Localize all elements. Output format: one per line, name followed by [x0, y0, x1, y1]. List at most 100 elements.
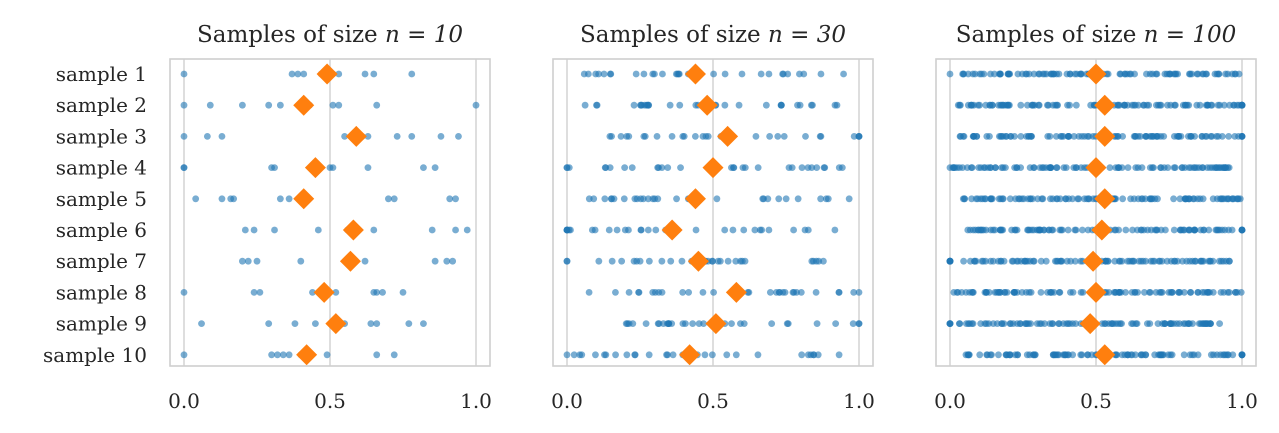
sample-point [449, 257, 457, 265]
sample-point [623, 351, 631, 359]
sample-point [1130, 257, 1138, 265]
x-tick-label: 0.5 [1080, 389, 1112, 413]
sample-point [1037, 257, 1045, 265]
sample-point [855, 133, 863, 140]
sample-point [636, 257, 644, 265]
sample-point [1200, 226, 1208, 234]
sample-point [781, 289, 789, 296]
sample-point [276, 195, 284, 203]
sample-point [668, 320, 676, 327]
sample-point [285, 351, 293, 359]
sample-point [1189, 320, 1196, 327]
sample-point [641, 133, 649, 140]
sample-point [1056, 289, 1064, 296]
sample-point [637, 226, 645, 234]
sample-point [765, 70, 773, 78]
sample-point [584, 70, 592, 78]
sample-point [420, 164, 427, 172]
sample-point [431, 164, 439, 172]
sample-point [405, 320, 413, 327]
sample-mean-marker [687, 250, 709, 272]
sample-point [988, 101, 996, 109]
sample-point [845, 195, 853, 203]
sample-point [1006, 101, 1013, 109]
sample-point [1209, 257, 1217, 265]
sample-point [654, 195, 662, 203]
sample-point [999, 195, 1007, 203]
sample-point [976, 101, 983, 109]
sample-point [364, 164, 372, 172]
sample-point [1049, 320, 1057, 327]
sample-point [798, 164, 806, 172]
y-tick-label: sample 2 [56, 93, 147, 117]
sample-point [1049, 226, 1057, 234]
sample-point [332, 289, 340, 296]
sample-point [965, 351, 973, 359]
sample-point [1070, 133, 1078, 140]
sample-point [1017, 164, 1025, 172]
sample-point [658, 164, 666, 172]
sample-point [1191, 133, 1199, 140]
sample-point [1072, 101, 1080, 109]
sample-point [1029, 195, 1036, 203]
sample-point [408, 133, 416, 140]
sample-point [794, 195, 802, 203]
sample-point [758, 226, 766, 234]
sample-point [1073, 164, 1080, 172]
sample-point [708, 351, 716, 359]
sample-mean-marker [705, 313, 727, 335]
sample-point [452, 195, 459, 203]
sample-mean-marker [702, 157, 724, 179]
sample-point [367, 320, 375, 327]
panel-3: Samples of size n = 100 0.0 0.5 1.0 [934, 22, 1258, 413]
sample-point [1157, 101, 1165, 109]
sample-point [645, 351, 653, 359]
sample-point [600, 70, 608, 78]
sample-point [808, 164, 816, 172]
sample-point [797, 289, 805, 296]
sample-point [1003, 289, 1011, 296]
sample-point [1133, 320, 1141, 327]
sample-point [1017, 133, 1025, 140]
sample-point [291, 320, 299, 327]
sample-point [784, 320, 792, 327]
sample-point [1013, 226, 1021, 234]
sample-point [437, 133, 445, 140]
sample-point [408, 70, 416, 78]
sample-point [961, 195, 969, 203]
sample-point [669, 351, 677, 359]
sample-point [1142, 257, 1150, 265]
sample-point [244, 257, 252, 265]
sample-point [1170, 226, 1178, 234]
sample-point [957, 101, 964, 109]
sample-point [819, 257, 827, 265]
sample-point [443, 257, 451, 265]
sample-point [628, 164, 636, 172]
sample-point [563, 257, 571, 265]
sample-point [946, 257, 954, 265]
sample-point [1064, 226, 1072, 234]
sample-point [612, 351, 619, 359]
sample-mean-marker [1094, 125, 1116, 147]
sample-point [1131, 70, 1139, 78]
sample-point [180, 101, 188, 109]
sample-point [1046, 133, 1054, 140]
sample-point [710, 289, 717, 296]
y-tick-label: sample 3 [56, 124, 147, 148]
sample-point [601, 195, 609, 203]
sample-point [1158, 257, 1166, 265]
sample-point [740, 320, 748, 327]
sample-point [607, 70, 615, 78]
sample-point [946, 70, 954, 78]
sample-point [1176, 195, 1184, 203]
sample-point [1220, 101, 1228, 109]
sample-mean-marker [316, 63, 338, 85]
sample-point [1105, 289, 1113, 296]
sample-point [1150, 164, 1157, 172]
sample-point [765, 226, 773, 234]
sample-point [813, 164, 821, 172]
sample-point [1138, 164, 1146, 172]
sample-point [446, 195, 454, 203]
sample-point [1238, 133, 1246, 140]
